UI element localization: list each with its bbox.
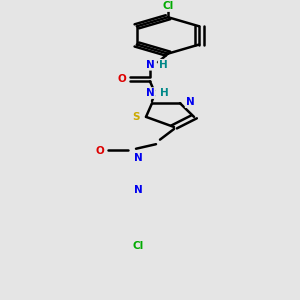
Text: O: O xyxy=(96,146,104,156)
Text: S: S xyxy=(132,112,140,122)
Text: N: N xyxy=(146,88,154,98)
Text: H: H xyxy=(159,60,167,70)
Text: N: N xyxy=(186,97,194,107)
Text: Cl: Cl xyxy=(162,1,174,11)
Text: Cl: Cl xyxy=(132,241,144,251)
Text: N: N xyxy=(146,60,154,70)
Text: O: O xyxy=(118,74,126,84)
Text: N: N xyxy=(134,185,142,195)
Text: N: N xyxy=(134,153,142,163)
Text: H: H xyxy=(160,88,168,98)
